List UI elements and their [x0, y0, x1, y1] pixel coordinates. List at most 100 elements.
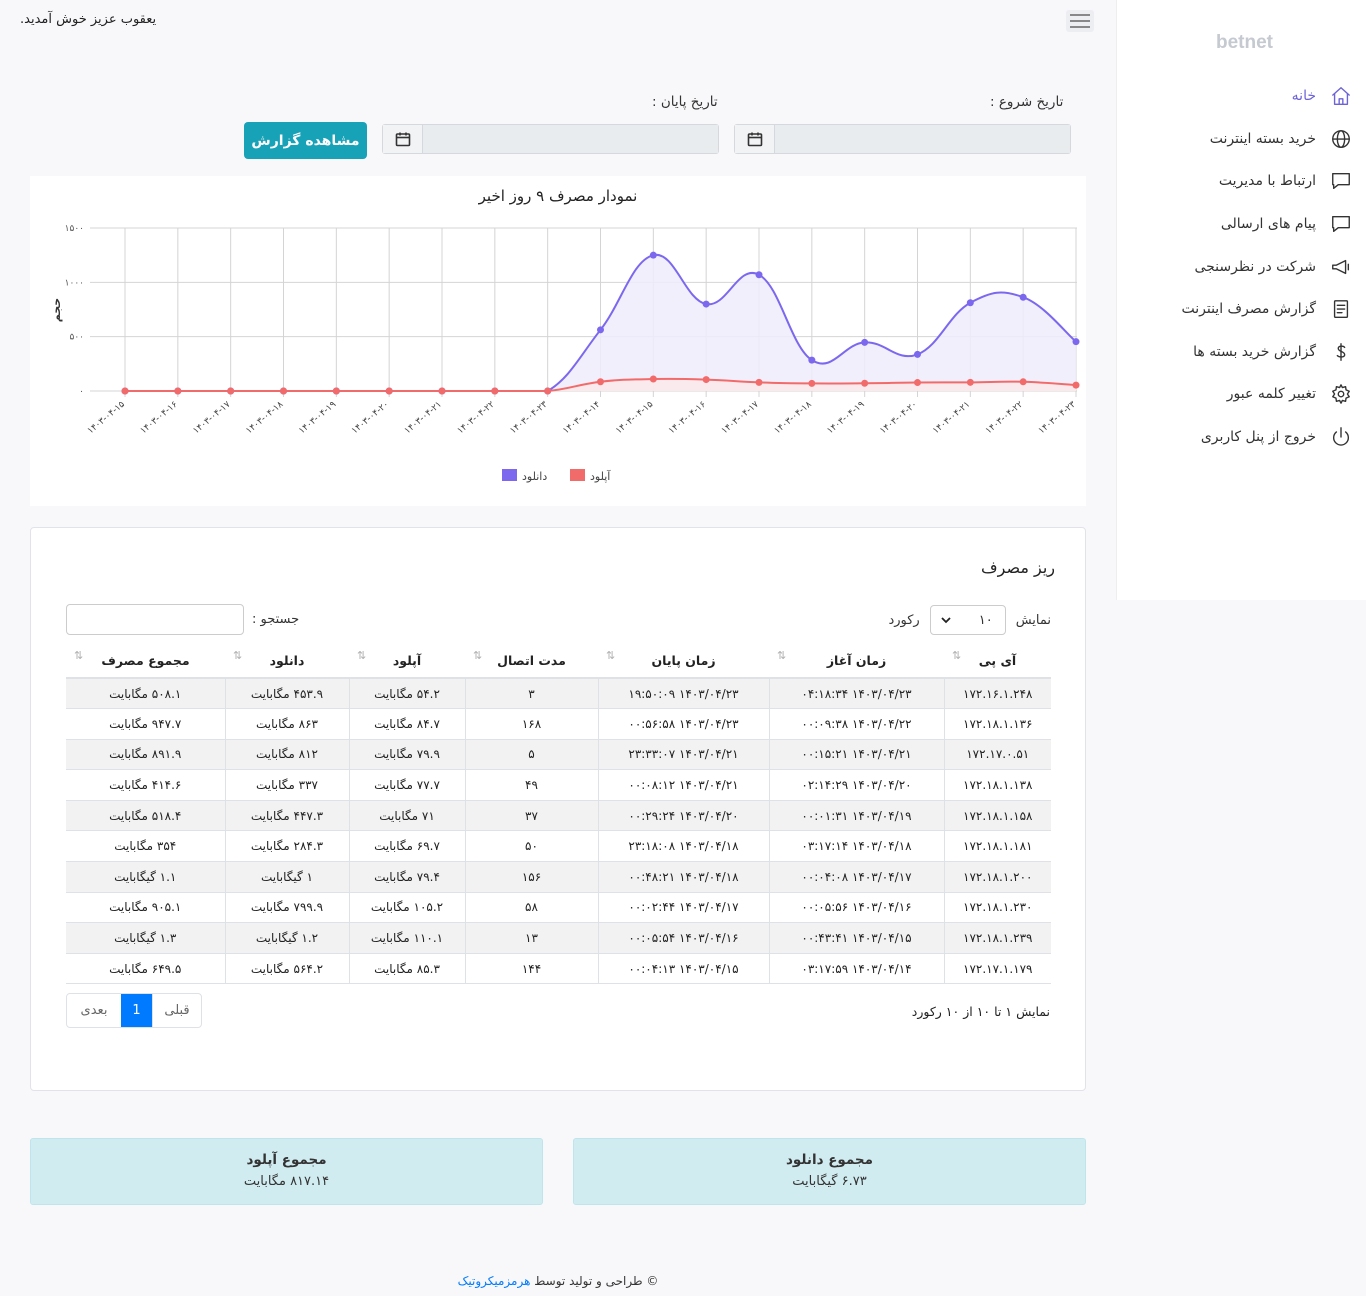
x-tick-label: ۱۴۰۳-۰۴-۱۵ — [86, 400, 127, 437]
sort-icon: ⇅ — [357, 649, 367, 662]
report-icon — [1328, 296, 1354, 322]
table-cell: ۸۶۳ مگابایت — [224, 708, 349, 740]
table-cell: ۱۴۰۳/۰۴/۱۷ ۰۰:۰۴:۰۸ — [768, 861, 944, 893]
y-tick-label: ۱۵۰۰ — [65, 224, 84, 234]
y-tick-label: ۵۰۰ — [69, 333, 84, 343]
gear-icon — [1328, 381, 1354, 407]
table-cell: ۱۴۰۳/۰۴/۲۳ ۰۴:۱۸:۳۴ — [768, 678, 944, 710]
table-cell: ۳۵۴ مگابایت — [66, 830, 225, 863]
table-cell: ۵۴.۲ مگابایت — [348, 678, 465, 710]
start-date-label: تاریخ شروع : — [990, 94, 1064, 110]
calendar-icon[interactable] — [383, 125, 423, 153]
page-1-button[interactable]: 1 — [121, 994, 152, 1027]
end-date-input[interactable] — [423, 125, 718, 153]
legend-label: آپلود — [590, 469, 611, 483]
data-point — [1019, 378, 1027, 386]
table-cell: ۱۷۲.۱۸.۱.۲۰۰ — [943, 861, 1051, 893]
column-header[interactable]: آی پی ⇅ — [944, 643, 1051, 679]
x-tick-label: ۱۴۰۳-۰۴-۱۹ — [826, 400, 867, 437]
sidebar-item-1[interactable]: خانه — [1116, 75, 1366, 118]
start-date-input[interactable] — [775, 125, 1070, 153]
table-cell: ۱.۲ گیگابایت — [224, 922, 349, 954]
page-length-select[interactable]: ۱۰ — [929, 605, 1006, 635]
column-header[interactable]: آپلود ⇅ — [349, 643, 465, 679]
table-cell: ۱۴۰۳/۰۴/۲۳ ۰۰:۵۶:۵۸ — [597, 708, 769, 740]
table-cell: ۱.۳ گیگابایت — [66, 922, 225, 954]
table-cell: ۱۴۰۳/۰۴/۲۳ ۱۹:۵۰:۰۹ — [597, 678, 769, 710]
sidebar-item-label: گزارش مصرف اینترنت — [1181, 301, 1316, 318]
start-date-field — [734, 124, 1071, 154]
sidebar-item-9[interactable]: خروج از پنل کاربری — [1116, 416, 1366, 459]
search-input[interactable] — [66, 604, 244, 635]
table-row: ۱۷۲.۱۸.۱.۲۳۰ ۱۴۰۳/۰۴/۱۶ ۰۰:۰۵:۵۶ ۱۴۰۳/۰۴/۱… — [66, 892, 1051, 924]
table-cell: ۱۷۲.۱۸.۱.۲۳۰ — [943, 892, 1051, 924]
data-point — [385, 387, 393, 395]
sidebar-item-4[interactable]: پیام های ارسالی — [1116, 203, 1366, 246]
upload-total-title: مجموع آپلود — [246, 1152, 327, 1168]
next-page-button[interactable]: بعدی — [80, 1003, 108, 1018]
table-cell: ۹۰۵.۱ مگابایت — [66, 892, 225, 924]
x-tick-label: ۱۴۰۳-۰۴-۱۴ — [561, 400, 602, 437]
column-header-label: دانلود — [269, 652, 305, 668]
view-report-button[interactable]: مشاهده گزارش — [244, 122, 367, 159]
table-cell: ۱۴۴ — [464, 953, 598, 985]
table-row: ۱۷۲.۱۸.۱.۲۳۹ ۱۴۰۳/۰۴/۱۵ ۰۰:۴۳:۴۱ ۱۴۰۳/۰۴/۱… — [66, 922, 1051, 954]
table-cell: ۱۰۵.۲ مگابایت — [348, 892, 465, 924]
download-total-box: مجموع دانلود ۶.۷۳ گیگابایت — [573, 1138, 1086, 1205]
table-cell: ۵ — [464, 739, 598, 771]
column-header[interactable]: مجموع مصرف ⇅ — [66, 643, 225, 679]
data-point — [702, 300, 710, 308]
data-point — [597, 326, 604, 334]
sidebar-item-3[interactable]: ارتباط با مدیریت — [1116, 160, 1366, 203]
x-tick-label: ۱۴۰۳-۰۴-۲۰ — [350, 400, 391, 437]
table-cell: ۱۴۰۳/۰۴/۱۸ ۰۰:۴۸:۲۱ — [597, 861, 769, 893]
y-tick-label: ۱۰۰۰ — [65, 278, 84, 288]
column-header-label: آی پی — [978, 652, 1017, 668]
calendar-icon[interactable] — [735, 125, 775, 153]
column-header[interactable]: مدت اتصال ⇅ — [465, 643, 598, 679]
legend-swatch — [502, 469, 517, 481]
x-tick-label: ۱۴۰۳-۰۴-۲۲ — [456, 400, 497, 437]
column-header[interactable]: زمان آغاز ⇅ — [769, 643, 944, 679]
table-cell: ۱۴۰۳/۰۴/۲۱ ۰۰:۰۸:۱۲ — [597, 769, 769, 801]
column-header[interactable]: زمان پایان ⇅ — [598, 643, 769, 679]
chevron-down-icon — [941, 616, 951, 623]
search-control: جستجو : — [66, 604, 299, 635]
sidebar-item-label: خانه — [1291, 88, 1316, 105]
footer: © طراحی و تولید توسط هرمزمیکروتیک — [0, 1274, 1116, 1288]
search-label: جستجو : — [252, 612, 300, 627]
table-cell: ۱۴۰۳/۰۴/۲۲ ۰۰:۰۹:۳۸ — [768, 708, 944, 740]
data-point — [1072, 381, 1080, 389]
end-date-field — [382, 124, 719, 154]
table-cell: ۸۵.۳ مگابایت — [348, 953, 465, 985]
sidebar-item-2[interactable]: خرید بسته اینترنت — [1116, 118, 1366, 161]
usage-details-card: ریز مصرف نمایش ۱۰ رکورد جستجو : آی پی ⇅ زم… — [30, 527, 1086, 1091]
data-point — [914, 350, 921, 358]
footer-link[interactable]: هرمزمیکروتیک — [457, 1274, 531, 1288]
y-axis-label: حجم — [50, 298, 63, 322]
prev-page-button[interactable]: قبلی — [152, 994, 201, 1027]
data-point — [649, 375, 657, 383]
pagination: بعدی 1 قبلی — [66, 993, 202, 1028]
sidebar-item-6[interactable]: گزارش مصرف اینترنت — [1116, 288, 1366, 331]
data-point — [808, 379, 816, 387]
data-point — [491, 387, 499, 395]
data-point — [649, 251, 657, 259]
table-cell: ۱.۱ گیگابایت — [66, 861, 225, 893]
card-title: ریز مصرف — [981, 558, 1055, 577]
table-cell: ۵۸ — [464, 892, 598, 924]
table-cell: ۱۷۲.۱۸.۱.۱۳۸ — [943, 769, 1051, 801]
table-cell: ۷۹۹.۹ مگابایت — [224, 892, 349, 924]
table-cell: ۷۹.۹ مگابایت — [348, 739, 465, 771]
table-cell: ۹۴۷.۷ مگابایت — [66, 708, 225, 740]
sidebar-item-5[interactable]: شرکت در نظرسنجی — [1116, 245, 1366, 288]
sidebar-item-label: خروج از پنل کاربری — [1200, 429, 1316, 446]
sidebar-item-8[interactable]: تغییر کلمه عبور — [1116, 373, 1366, 416]
table-cell: ۴۱۴.۶ مگابایت — [66, 769, 225, 801]
data-point — [861, 338, 869, 346]
table-cell: ۱۴۰۳/۰۴/۱۵ ۰۰:۰۴:۱۳ — [597, 953, 769, 985]
column-header[interactable]: دانلود ⇅ — [225, 643, 349, 679]
menu-toggle-button[interactable] — [1066, 10, 1094, 32]
sidebar-item-7[interactable]: گزارش خرید بسته ها — [1116, 331, 1366, 374]
table-row: ۱۷۲.۱۸.۱.۲۰۰ ۱۴۰۳/۰۴/۱۷ ۰۰:۰۴:۰۸ ۱۴۰۳/۰۴/۱… — [66, 861, 1051, 893]
